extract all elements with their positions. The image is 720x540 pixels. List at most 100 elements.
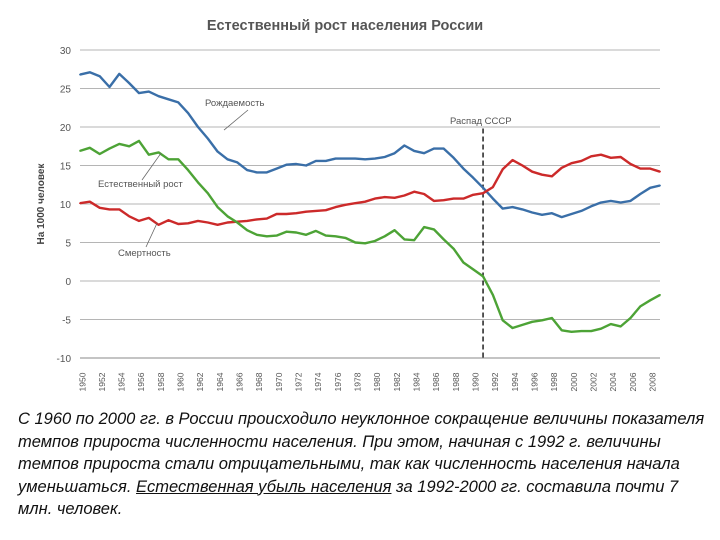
data-point-natural bbox=[462, 261, 465, 264]
data-point-births bbox=[128, 82, 131, 85]
data-point-natural bbox=[403, 238, 406, 241]
population-chart: Естественный рост населения России 30 25 2… bbox=[36, 18, 661, 391]
x-tick-label: 1986 bbox=[431, 372, 441, 391]
data-point-natural bbox=[619, 325, 622, 328]
data-point-deaths bbox=[521, 164, 524, 167]
data-point-natural bbox=[383, 235, 386, 238]
data-point-deaths bbox=[452, 197, 455, 200]
data-point-natural bbox=[452, 247, 455, 250]
caption-part1: С 1960 по 2000 гг. в России происходило … bbox=[18, 410, 705, 496]
data-point-births bbox=[177, 101, 180, 104]
data-point-natural bbox=[285, 230, 288, 233]
x-tick-label: 1968 bbox=[254, 372, 264, 391]
caption-text: С 1960 по 2000 гг. в России происходило … bbox=[18, 408, 708, 521]
data-point-births bbox=[216, 150, 219, 153]
x-tick-label: 1962 bbox=[195, 372, 205, 391]
data-point-natural bbox=[324, 234, 327, 237]
data-point-births bbox=[295, 163, 298, 165]
data-point-births bbox=[521, 208, 524, 211]
data-point-births bbox=[491, 197, 494, 200]
x-tick-label: 1952 bbox=[97, 372, 107, 391]
data-point-deaths bbox=[423, 193, 425, 195]
data-point-natural bbox=[246, 229, 249, 232]
x-tick-label: 1972 bbox=[294, 372, 304, 391]
data-point-natural bbox=[639, 305, 642, 308]
data-point-births bbox=[285, 163, 288, 166]
data-point-natural bbox=[629, 317, 632, 319]
data-point-natural bbox=[501, 319, 504, 322]
data-point-deaths bbox=[197, 220, 199, 222]
data-point-births bbox=[619, 201, 622, 204]
data-point-births bbox=[334, 157, 337, 160]
data-point-natural bbox=[609, 323, 612, 326]
data-point-births bbox=[374, 157, 376, 160]
data-point-natural bbox=[393, 229, 396, 232]
data-point-natural bbox=[118, 143, 121, 145]
grid-lines bbox=[80, 49, 660, 359]
data-point-deaths bbox=[295, 212, 298, 215]
x-tick-label: 1960 bbox=[176, 372, 186, 391]
y-tick-label: 5 bbox=[65, 239, 71, 250]
data-point-births bbox=[629, 200, 632, 202]
annotation-births: Рождаемость bbox=[205, 98, 264, 109]
data-point-births bbox=[383, 156, 386, 158]
data-point-deaths bbox=[629, 163, 632, 165]
annotation-event: Распад СССР bbox=[450, 116, 512, 127]
x-tick-label: 1998 bbox=[549, 372, 559, 391]
data-point-deaths bbox=[79, 202, 81, 205]
y-tick-label: 25 bbox=[60, 85, 72, 96]
series-annotations: Рождаемость Естественный рост Смертность Ра… bbox=[98, 98, 512, 259]
data-point-deaths bbox=[177, 223, 180, 225]
data-point-natural bbox=[374, 240, 376, 242]
x-tick-label: 2006 bbox=[628, 372, 638, 391]
data-point-deaths bbox=[167, 219, 170, 222]
data-point-deaths bbox=[265, 217, 268, 220]
x-tick-label: 1980 bbox=[372, 372, 382, 391]
data-point-deaths bbox=[541, 173, 543, 176]
data-point-deaths bbox=[88, 200, 91, 203]
data-point-deaths bbox=[334, 206, 337, 208]
data-point-natural bbox=[521, 323, 524, 326]
data-point-deaths bbox=[639, 167, 642, 170]
data-point-deaths bbox=[256, 218, 258, 221]
data-point-births bbox=[570, 213, 573, 215]
data-point-deaths bbox=[187, 222, 190, 225]
data-point-births bbox=[147, 90, 150, 93]
x-tick-label: 1988 bbox=[451, 372, 461, 391]
data-point-natural bbox=[600, 327, 602, 330]
data-point-births bbox=[226, 158, 229, 161]
data-point-births bbox=[423, 152, 425, 155]
data-point-natural bbox=[275, 234, 278, 237]
data-point-deaths bbox=[147, 216, 150, 219]
data-point-deaths bbox=[649, 167, 652, 170]
data-point-deaths bbox=[609, 156, 612, 159]
data-point-deaths bbox=[550, 175, 553, 178]
data-point-births bbox=[167, 98, 170, 101]
data-point-deaths bbox=[285, 213, 288, 215]
data-point-natural bbox=[580, 330, 583, 332]
data-point-births bbox=[531, 211, 534, 214]
data-point-births bbox=[98, 75, 101, 78]
data-point-natural bbox=[167, 158, 170, 161]
data-point-deaths bbox=[216, 223, 219, 226]
annotation-leader bbox=[145, 223, 158, 248]
data-point-births bbox=[580, 210, 583, 212]
data-point-deaths bbox=[472, 193, 475, 196]
data-point-natural bbox=[236, 221, 239, 224]
caption-underlined: Естественная убыль населения bbox=[136, 477, 392, 496]
data-point-births bbox=[659, 184, 661, 187]
data-point-natural bbox=[216, 206, 219, 208]
data-point-natural bbox=[472, 268, 475, 271]
data-point-deaths bbox=[98, 206, 101, 209]
data-point-deaths bbox=[560, 166, 563, 169]
data-point-deaths bbox=[344, 203, 347, 206]
y-tick-label: 0 bbox=[65, 277, 71, 288]
x-tick-label: 1976 bbox=[333, 372, 343, 391]
x-tick-label: 1950 bbox=[77, 372, 87, 391]
x-tick-label: 1994 bbox=[510, 372, 520, 391]
data-point-natural bbox=[442, 238, 445, 241]
data-point-births bbox=[550, 212, 553, 215]
data-point-deaths bbox=[305, 210, 308, 213]
x-tick-label: 1982 bbox=[392, 372, 402, 391]
data-point-births bbox=[236, 161, 239, 164]
